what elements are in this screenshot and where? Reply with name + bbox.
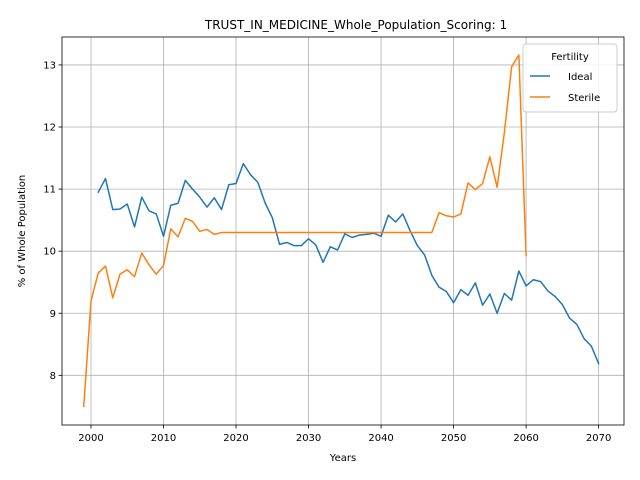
y-axis: 8 9 10 11 12 13 xyxy=(43,60,62,382)
series-layer xyxy=(82,54,600,408)
y-tick-label: 11 xyxy=(43,185,56,196)
x-tick-label: 2000 xyxy=(78,433,103,444)
x-axis-label: Years xyxy=(329,453,356,464)
legend: Fertility Ideal Sterile xyxy=(522,43,618,113)
y-axis-label: % of Whole Population xyxy=(17,175,28,288)
x-tick-label: 2060 xyxy=(513,433,538,444)
x-tick-label: 2010 xyxy=(151,433,176,444)
y-tick-label: 13 xyxy=(43,60,56,71)
chart-title: TRUST_IN_MEDICINE_Whole_Population_Scori… xyxy=(204,18,507,32)
x-tick-label: 2030 xyxy=(296,433,321,444)
grid xyxy=(62,37,624,425)
series-line-ideal xyxy=(97,162,600,365)
x-axis: 2000 2010 2020 2030 2040 2050 2060 2070 xyxy=(78,425,611,444)
legend-title: Fertility xyxy=(551,52,589,63)
x-tick-label: 2040 xyxy=(368,433,393,444)
legend-label-ideal: Ideal xyxy=(568,72,592,83)
series-line-sterile xyxy=(82,54,527,408)
x-tick-label: 2020 xyxy=(223,433,248,444)
legend-label-sterile: Sterile xyxy=(568,93,600,104)
legend-box xyxy=(522,43,618,113)
y-tick-label: 9 xyxy=(50,309,56,320)
plot-frame xyxy=(61,36,625,426)
x-tick-label: 2050 xyxy=(441,433,466,444)
x-tick-label: 2070 xyxy=(586,433,611,444)
y-tick-label: 8 xyxy=(50,371,56,382)
y-tick-label: 10 xyxy=(43,247,56,258)
y-tick-label: 12 xyxy=(43,123,56,134)
